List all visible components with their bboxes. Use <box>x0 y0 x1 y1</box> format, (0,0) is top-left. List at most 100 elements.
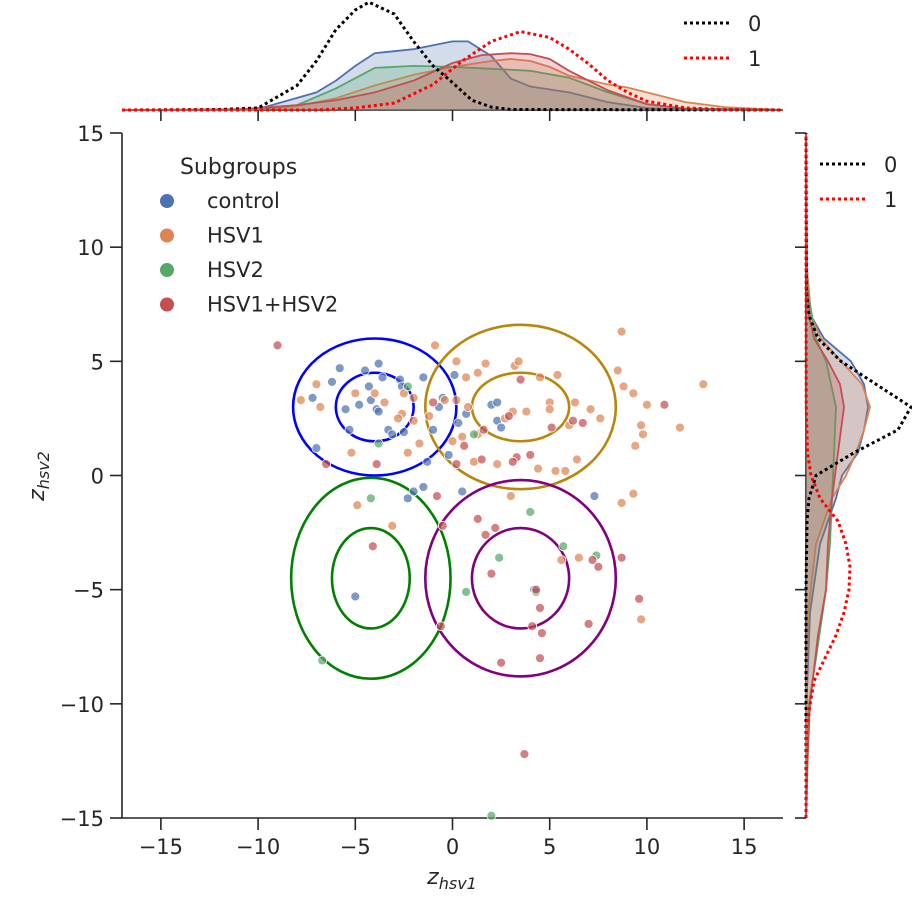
scatter-point <box>432 491 442 501</box>
scatter-point <box>373 438 384 449</box>
top-marginal-ticks <box>160 110 745 121</box>
scatter-point <box>393 413 403 424</box>
scatter-point <box>556 555 567 565</box>
right-kde-fill <box>806 133 836 818</box>
legend-marker <box>160 297 174 312</box>
scatter-point <box>408 392 419 403</box>
scatter-point <box>367 541 378 552</box>
scatter-point <box>638 429 648 440</box>
confidence-ellipses <box>289 323 618 681</box>
top-marginal-legend-label: 0 <box>748 12 761 36</box>
scatter-point <box>379 397 390 408</box>
scatter-point <box>311 379 322 390</box>
confidence-ellipse <box>470 526 571 630</box>
scatter-point <box>570 397 580 408</box>
right-marginal-kde <box>795 132 912 819</box>
scatter-point <box>344 424 355 435</box>
scatter-point <box>402 381 413 392</box>
scatter-point <box>612 365 623 376</box>
top-kde-fill <box>122 59 783 110</box>
scatter-point <box>461 372 472 383</box>
scatter-point <box>515 374 526 385</box>
scatter-point <box>521 406 532 417</box>
scatter-point <box>535 653 545 664</box>
legend-label: HSV1+HSV2 <box>207 293 338 317</box>
main-axes: −15 −10 −5 0 5 10 15 −15 −10 −5 0 5 10 15 <box>60 122 783 859</box>
scatter-point <box>373 358 384 369</box>
legend-label: HSV2 <box>207 258 264 282</box>
scatter-point <box>295 395 306 406</box>
scatter-point <box>468 429 479 440</box>
scatter-point <box>472 513 483 524</box>
top-kde-line <box>121 52 784 111</box>
top-kde-fill <box>122 41 783 110</box>
scatter-point <box>373 406 384 417</box>
confidence-ellipse <box>330 526 412 630</box>
scatter-point <box>387 520 398 531</box>
scatter-point <box>583 619 594 629</box>
y-tick-label: 0 <box>91 465 104 489</box>
legend-marker <box>160 194 174 208</box>
scatter-point <box>414 438 425 449</box>
scatter-point <box>350 591 361 602</box>
x-tick-label: −5 <box>340 835 371 859</box>
scatter-point <box>315 402 326 412</box>
scatter-point <box>408 415 419 426</box>
scatter-point <box>546 422 557 433</box>
scatter-point <box>630 440 641 451</box>
scatter-point <box>496 422 507 433</box>
scatter-point <box>443 450 454 460</box>
scatter-point <box>616 326 627 337</box>
scatter-point <box>435 621 446 632</box>
scatter-point <box>365 493 376 504</box>
y-tick-label: −5 <box>73 579 104 603</box>
scatter-point <box>486 568 497 579</box>
scatter-point <box>424 411 435 422</box>
scatter-point <box>402 493 413 504</box>
confidence-ellipse <box>291 337 458 477</box>
legend-label: HSV1 <box>207 224 264 248</box>
scatter-point <box>568 415 578 426</box>
scatter-point <box>537 628 547 638</box>
scatter-point <box>480 529 491 540</box>
scatter-point <box>457 431 468 442</box>
scatter-point <box>346 447 357 458</box>
scatter-point <box>476 454 487 465</box>
right-kde-fill <box>806 133 870 818</box>
scatter-point <box>544 404 555 415</box>
x-tick-label: 5 <box>543 835 556 859</box>
scatter-point <box>317 655 328 666</box>
scatter-point <box>334 363 345 374</box>
scatter-point <box>350 388 361 399</box>
scatter-point <box>428 397 438 408</box>
scatter-point <box>463 402 473 412</box>
scatter-point <box>595 413 606 424</box>
scatter-point <box>449 370 460 380</box>
scatter-point <box>377 372 388 383</box>
confidence-ellipse <box>423 478 618 678</box>
scatter-point <box>494 552 505 563</box>
right-kde-fill <box>806 133 868 818</box>
scatter-point <box>272 340 283 351</box>
scatter-point <box>457 486 468 497</box>
scatter-point <box>525 450 536 460</box>
scatter-point <box>402 447 413 458</box>
scatter-point <box>311 443 322 454</box>
y-tick-label: −10 <box>60 693 104 717</box>
scatter-point <box>496 657 507 668</box>
legend: Subgroups control HSV1 HSV2 HSV1+HSV2 <box>160 155 338 317</box>
legend-label: control <box>207 189 280 213</box>
right-kde-fill <box>806 133 844 818</box>
scatter-point <box>486 810 497 821</box>
top-kde-line <box>121 58 784 111</box>
scatter-point <box>525 507 536 517</box>
legend-title: Subgroups <box>180 155 297 180</box>
scatter-point <box>560 466 571 476</box>
scatter-point <box>507 456 518 467</box>
top-marginal-legend-label: 1 <box>748 47 761 71</box>
legend-marker <box>160 228 174 243</box>
scatter-point <box>447 436 458 447</box>
scatter-points <box>272 326 709 821</box>
x-tick-label: 15 <box>731 835 758 859</box>
